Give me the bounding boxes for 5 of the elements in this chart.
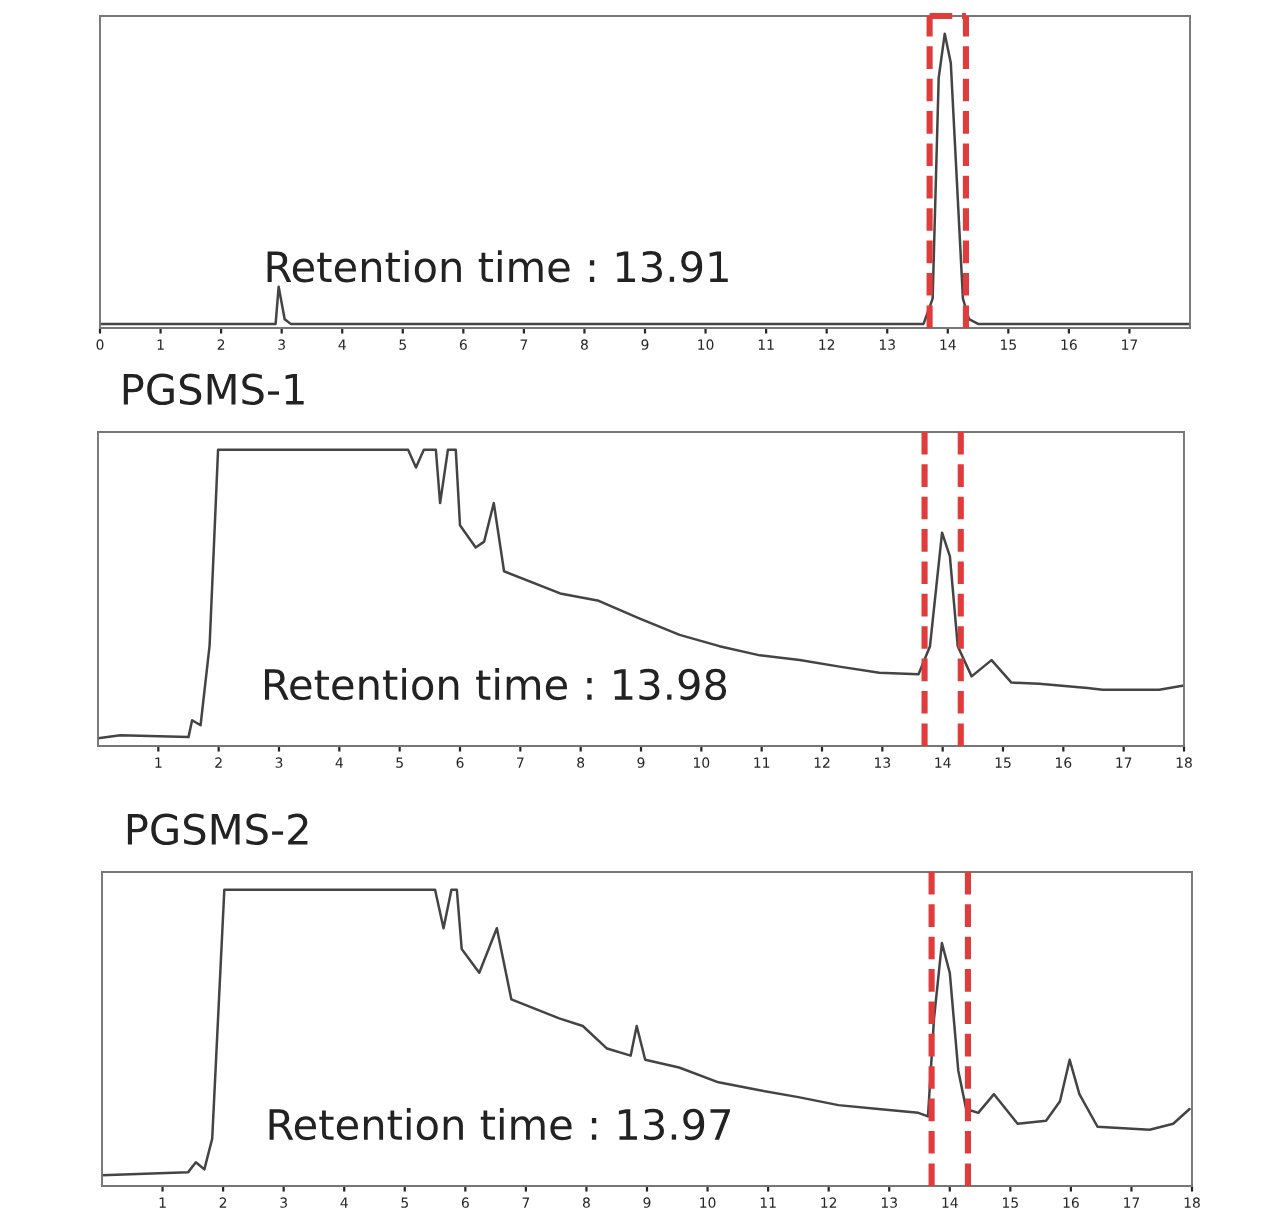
chart-title: PGSMS-1 [123, 373, 304, 406]
annotation: Retention time : 13.91 [267, 250, 728, 283]
chart-title: PGSMS-2 [127, 813, 308, 846]
annotation: Retention time : 13.97 [269, 1107, 731, 1141]
annotation: Retention time : 13.98 [264, 667, 727, 701]
